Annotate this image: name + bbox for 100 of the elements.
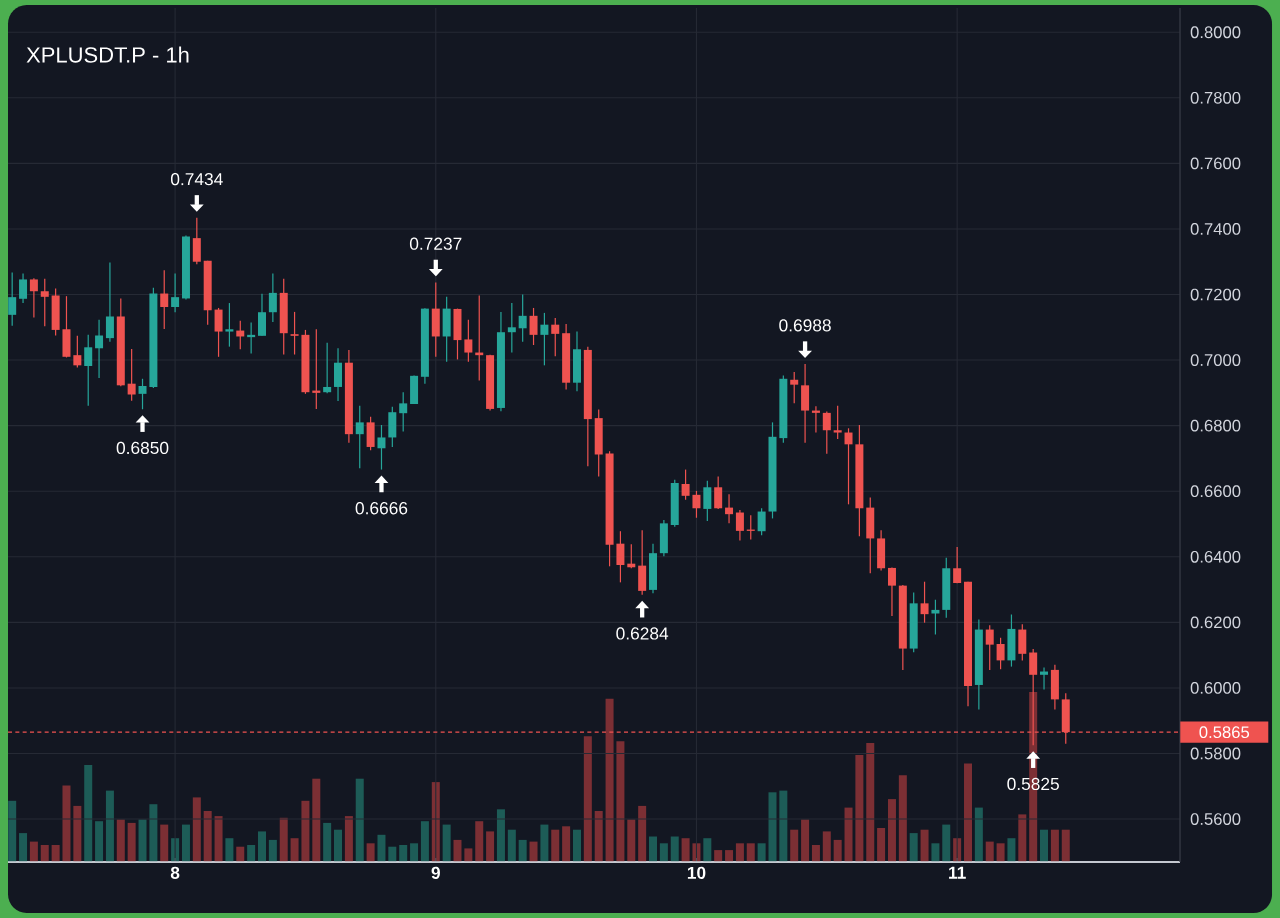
y-tick-label: 0.5800 [1190,747,1241,760]
bar [887,799,896,862]
bar [985,841,994,862]
bar [149,804,158,862]
y-tick-label: 0.7200 [1190,288,1241,301]
bar [659,843,668,862]
candlestick [953,546,962,584]
candlestick [214,307,223,358]
bar [801,819,810,862]
candlestick [323,342,332,394]
bar [507,829,516,862]
y-tick-label: 0.8000 [1190,26,1241,39]
bar [757,843,766,862]
y-tick-label: 0.7600 [1190,157,1241,170]
annotation: 0.6284 [616,627,669,640]
candlestick [290,311,299,356]
bar [127,822,136,862]
candlestick [105,261,114,343]
candlestick [920,581,929,624]
candlestick [73,335,82,369]
candlestick [518,293,527,343]
candlestick [996,637,1005,670]
bar [95,821,104,862]
bar [942,824,951,862]
bar [811,845,820,862]
candlestick [1040,667,1049,691]
candlestick [171,272,180,313]
bar [453,839,462,862]
bar [51,845,60,862]
bar [388,846,397,862]
bar [898,775,907,862]
bar [442,824,451,862]
bar [605,698,614,862]
candlestick [192,217,201,265]
y-tick-label: 0.6600 [1190,485,1241,498]
candlestick [19,272,28,304]
bar [366,843,375,862]
candlestick [822,410,831,455]
bar [355,778,364,862]
bar [84,765,93,862]
bar [334,829,343,862]
bar [496,809,505,862]
x-tick-label: 9 [431,866,440,879]
x-tick-label: 11 [949,866,966,879]
bar [105,790,114,862]
candlestick [464,319,473,363]
candlestick [8,271,17,327]
bar [1018,814,1027,862]
candlestick [985,624,994,671]
candlestick [844,427,853,505]
bar [236,846,245,862]
candlestick [29,277,38,319]
bar [475,821,484,862]
text: XPLUSDT.P - 1h [26,46,189,63]
bar [290,838,299,862]
bar [301,800,310,862]
y-tick-label: 0.6200 [1190,616,1241,629]
y-tick-label: 0.7000 [1190,354,1241,366]
bar [822,831,831,862]
bar [29,841,38,862]
bar [681,838,690,862]
bar [540,824,549,862]
bar [420,821,429,862]
bar [1050,829,1059,862]
bar [138,819,147,862]
bar [377,834,386,862]
bar [790,829,799,862]
x-tick-label: 8 [170,866,180,879]
bar [964,763,973,862]
candlestick [833,405,842,440]
bar [192,797,201,862]
bar [779,790,788,862]
bar [996,843,1005,862]
candlestick [95,319,104,379]
bar [225,838,234,862]
candlestick [225,302,234,348]
bar [203,811,212,862]
bar [562,826,571,862]
y-tick-label: 0.6000 [1190,682,1241,694]
candlestick [735,509,744,541]
bar [866,743,875,862]
ref-line-label: 0.5865 [1199,726,1250,739]
bar [312,778,321,862]
candlestick [887,567,896,617]
bar [833,839,842,862]
bar [572,829,581,862]
bar [844,807,853,862]
candlestick [138,378,147,410]
candlestick [355,405,364,469]
candlestick [160,269,169,330]
bar [160,824,169,862]
bar [116,819,125,862]
bar [974,807,983,862]
bar [486,831,495,862]
candlestick [540,312,549,366]
bar [257,831,266,862]
bar [1040,829,1049,862]
candlestick [703,480,712,522]
bar [214,816,223,862]
bar [594,811,603,862]
